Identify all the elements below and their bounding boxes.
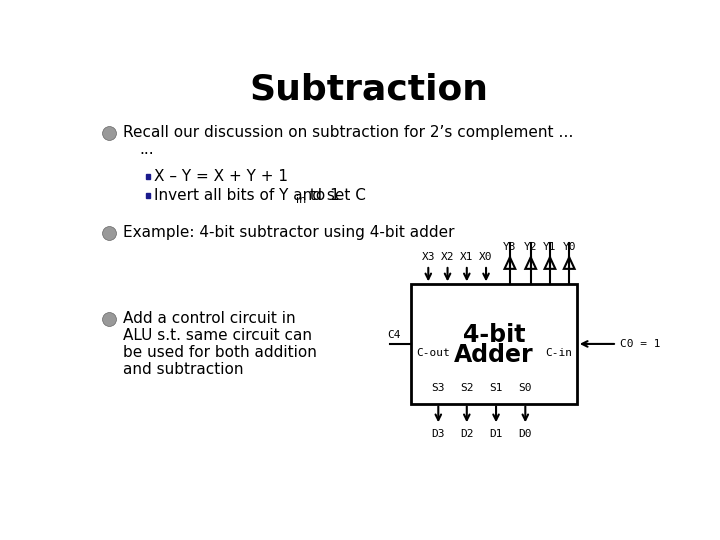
Text: Example: 4-bit subtractor using 4-bit adder: Example: 4-bit subtractor using 4-bit ad… [122, 225, 454, 240]
Text: S2: S2 [460, 383, 474, 393]
Text: C-out: C-out [416, 348, 450, 358]
Text: 4-bit: 4-bit [463, 323, 526, 347]
Text: X1: X1 [460, 252, 474, 262]
Text: in: in [296, 194, 307, 205]
Text: to 1: to 1 [305, 188, 339, 203]
Text: Invert all bits of Y and set C: Invert all bits of Y and set C [154, 188, 366, 203]
Text: S1: S1 [490, 383, 503, 393]
Text: Y3: Y3 [503, 242, 517, 252]
Text: C0 = 1: C0 = 1 [620, 339, 660, 349]
Text: D3: D3 [431, 429, 445, 440]
Text: and subtraction: and subtraction [122, 362, 243, 377]
Text: X – Y = X + Y + 1: X – Y = X + Y + 1 [154, 169, 288, 184]
Text: D1: D1 [490, 429, 503, 440]
Text: Recall our discussion on subtraction for 2’s complement …: Recall our discussion on subtraction for… [122, 125, 573, 140]
Text: Adder: Adder [454, 343, 534, 367]
Text: C4: C4 [387, 330, 401, 340]
Text: D0: D0 [518, 429, 532, 440]
Bar [145, 174, 150, 179]
Text: Y0: Y0 [562, 242, 576, 252]
Text: ALU s.t. same circuit can: ALU s.t. same circuit can [122, 328, 312, 343]
Text: X2: X2 [441, 252, 454, 262]
Text: D2: D2 [460, 429, 474, 440]
Text: X0: X0 [480, 252, 492, 262]
Text: Add a control circuit in: Add a control circuit in [122, 312, 295, 326]
Text: S3: S3 [431, 383, 445, 393]
Text: X3: X3 [421, 252, 435, 262]
Bar [145, 193, 150, 198]
Bar [411, 284, 577, 403]
Text: C-in: C-in [545, 348, 572, 358]
Text: Y2: Y2 [524, 242, 537, 252]
Text: S0: S0 [518, 383, 532, 393]
Text: Y1: Y1 [543, 242, 557, 252]
Text: be used for both addition: be used for both addition [122, 345, 317, 360]
Text: ...: ... [140, 142, 154, 157]
Text: Subtraction: Subtraction [250, 72, 488, 106]
